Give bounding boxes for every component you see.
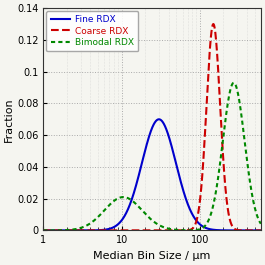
- Line: Bimodal RDX: Bimodal RDX: [43, 83, 261, 230]
- Bimodal RDX: [232, 81, 235, 84]
- Y-axis label: Fraction: Fraction: [4, 97, 14, 142]
- Coarse RDX: [67, 229, 70, 232]
- Bimodal RDX: [255, 213, 258, 216]
- Fine RDX: [255, 229, 258, 232]
- Fine RDX: [80, 229, 83, 232]
- X-axis label: Median Bin Size / μm: Median Bin Size / μm: [93, 251, 211, 261]
- Line: Fine RDX: Fine RDX: [43, 119, 261, 230]
- Fine RDX: [259, 229, 262, 232]
- Legend: Fine RDX, Coarse RDX, Bimodal RDX: Fine RDX, Coarse RDX, Bimodal RDX: [46, 11, 138, 51]
- Bimodal RDX: [125, 196, 128, 199]
- Coarse RDX: [80, 229, 83, 232]
- Bimodal RDX: [232, 81, 235, 85]
- Line: Coarse RDX: Coarse RDX: [43, 24, 261, 230]
- Coarse RDX: [42, 229, 45, 232]
- Fine RDX: [67, 229, 70, 232]
- Bimodal RDX: [135, 202, 138, 206]
- Coarse RDX: [135, 229, 138, 232]
- Bimodal RDX: [42, 229, 45, 232]
- Fine RDX: [157, 118, 161, 121]
- Bimodal RDX: [67, 228, 70, 232]
- Coarse RDX: [212, 23, 215, 26]
- Fine RDX: [135, 184, 138, 187]
- Coarse RDX: [259, 229, 262, 232]
- Bimodal RDX: [80, 226, 83, 229]
- Coarse RDX: [232, 226, 235, 229]
- Coarse RDX: [125, 229, 128, 232]
- Fine RDX: [125, 210, 128, 214]
- Fine RDX: [232, 229, 235, 232]
- Coarse RDX: [255, 229, 258, 232]
- Fine RDX: [42, 229, 45, 232]
- Bimodal RDX: [259, 222, 262, 225]
